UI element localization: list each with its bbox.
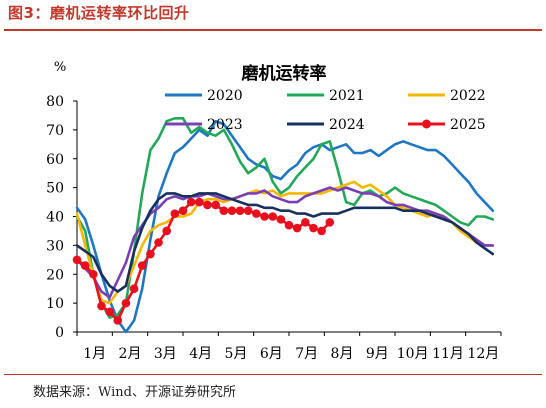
point-2025-16 <box>203 200 212 210</box>
x-tick-label-9: 10月 <box>397 346 429 362</box>
y-tick-label-8: 80 <box>46 94 64 110</box>
y-tick-label-2: 20 <box>46 267 64 283</box>
point-2025-23 <box>260 212 269 221</box>
source-note: 数据来源：Wind、开源证券研究所 <box>33 385 236 400</box>
point-2025-30 <box>317 226 326 236</box>
point-2025-27 <box>292 223 302 233</box>
series-line-2025 <box>75 200 332 322</box>
y-tick-label-4: 40 <box>46 210 64 226</box>
y-unit-label: % <box>54 60 66 75</box>
point-2025-29 <box>309 223 318 233</box>
point-2025-9 <box>146 249 155 259</box>
point-2025-11 <box>162 226 171 236</box>
x-tick-label-4: 5月 <box>225 346 248 362</box>
legend-label-2022: 2022 <box>450 88 486 104</box>
point-2025-12 <box>170 209 180 218</box>
point-2025-15 <box>195 197 204 207</box>
legend: 2020 2021 2022 2023 2024 2025 <box>165 88 486 133</box>
x-tick-label-7: 8月 <box>331 346 354 362</box>
x-tick-label-2: 3月 <box>154 346 177 362</box>
point-2025-0 <box>72 255 82 265</box>
point-2025-24 <box>268 212 277 221</box>
y-tick-label-7: 70 <box>46 123 64 139</box>
point-2025-4 <box>105 307 114 317</box>
series-line-2022 <box>75 180 495 305</box>
x-tick-label-6: 7月 <box>295 346 318 362</box>
x-tick-label-1: 2月 <box>119 346 142 362</box>
x-tick-label-8: 9月 <box>366 346 389 362</box>
point-2025-26 <box>284 220 294 230</box>
point-2025-20 <box>235 206 245 216</box>
point-2025-17 <box>211 200 220 210</box>
point-2025-8 <box>137 261 147 270</box>
axes: 0 10 20 30 40 50 60 70 80 1月 2月 3月 4月 5月 6月 7月 8月 9月 10月 11… <box>46 94 502 362</box>
point-2025-6 <box>121 298 131 308</box>
x-tick-label-0: 1月 <box>83 346 106 362</box>
series-line-2024 <box>75 192 495 293</box>
point-2025-31 <box>325 217 335 227</box>
point-2025-3 <box>97 301 106 311</box>
point-2025-21 <box>243 206 253 216</box>
chart-title: 磨机运转率 <box>242 63 327 84</box>
series-line-2021 <box>75 117 495 319</box>
y-tick-label-1: 10 <box>46 296 64 312</box>
x-tick-label-5: 6月 <box>260 346 283 362</box>
y-tick-label-6: 60 <box>46 152 64 168</box>
series-line-2020 <box>75 119 495 334</box>
title-rule <box>4 29 542 31</box>
point-2025-5 <box>113 316 123 325</box>
y-tick-label-5: 50 <box>46 181 64 197</box>
point-2025-13 <box>178 206 188 216</box>
figure-title: 图3：磨机运转率环比回升 <box>8 4 190 22</box>
legend-label-2024: 2024 <box>329 117 365 133</box>
point-2025-22 <box>252 209 261 218</box>
y-tick-label-0: 0 <box>55 325 64 341</box>
x-tick-label-11: 12月 <box>467 346 499 362</box>
point-2025-14 <box>186 197 196 207</box>
legend-label-2021: 2021 <box>329 88 365 104</box>
point-2025-25 <box>276 215 286 224</box>
x-tick-label-10: 11月 <box>432 346 464 362</box>
point-2025-10 <box>154 238 163 247</box>
legend-label-2020: 2020 <box>207 88 243 104</box>
legend-label-2023: 2023 <box>207 117 243 133</box>
legend-label-2025: 2025 <box>450 117 486 133</box>
point-2025-18 <box>219 206 229 216</box>
source-rule <box>4 374 542 375</box>
point-2025-28 <box>301 217 310 227</box>
point-2025-2 <box>89 269 98 279</box>
point-2025-7 <box>129 284 139 293</box>
point-2025-1 <box>80 261 90 270</box>
point-2025-19 <box>227 206 237 216</box>
y-tick-label-3: 30 <box>46 238 64 254</box>
x-tick-label-3: 4月 <box>189 346 212 362</box>
series-layer <box>72 117 495 334</box>
legend-marker-2025 <box>422 119 431 129</box>
